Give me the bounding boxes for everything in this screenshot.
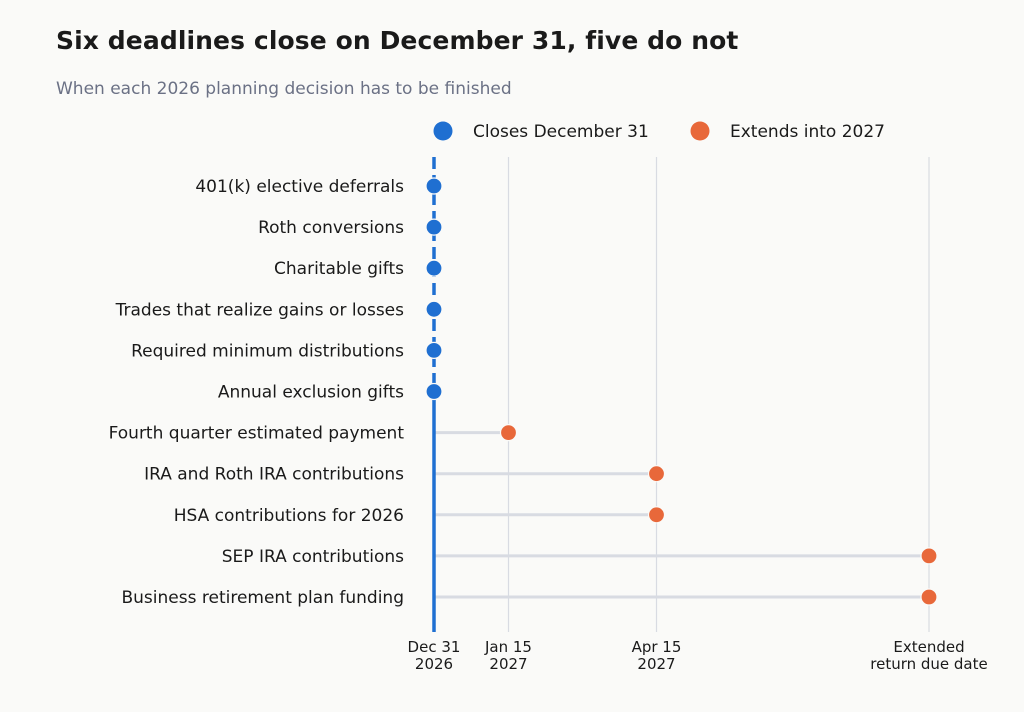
- x-tick-label: Extended: [893, 638, 964, 656]
- legend: Closes December 31 Extends into 2027: [433, 121, 885, 142]
- data-point: [647, 465, 666, 483]
- gridlines: [507, 157, 930, 632]
- chart-subtitle: When each 2026 planning decision has to …: [56, 79, 512, 99]
- row-label: Roth conversions: [258, 218, 404, 238]
- chart-title: Six deadlines close on December 31, five…: [56, 26, 739, 55]
- data-point: [425, 300, 443, 318]
- row-label: Business retirement plan funding: [122, 588, 405, 608]
- x-tick-label: Jan 15: [484, 638, 532, 656]
- row-label: Charitable gifts: [274, 259, 404, 279]
- data-point: [499, 424, 518, 442]
- legend-marker: [690, 121, 710, 141]
- legend-label: Closes December 31: [473, 122, 649, 142]
- row-label: Fourth quarter estimated payment: [109, 424, 405, 444]
- row-label: HSA contributions for 2026: [174, 506, 404, 526]
- legend-label: Extends into 2027: [730, 122, 885, 142]
- row-label: Annual exclusion gifts: [218, 383, 404, 403]
- connectors: [434, 431, 929, 599]
- row-label: Trades that realize gains or losses: [115, 300, 405, 320]
- data-point: [425, 341, 443, 359]
- data-point: [920, 588, 938, 606]
- x-tick-label: 2026: [415, 655, 453, 673]
- x-tick-label: 2027: [489, 655, 527, 673]
- row-labels: 401(k) elective deferrals Roth conversion…: [109, 177, 405, 608]
- data-point: [425, 177, 443, 195]
- x-tick-label: Apr 15: [632, 638, 682, 656]
- x-tick-label: Dec 31: [408, 638, 461, 656]
- data-point: [425, 259, 443, 277]
- x-tick-label: return due date: [870, 655, 987, 673]
- data-point: [920, 547, 938, 565]
- row-label: 401(k) elective deferrals: [195, 177, 404, 197]
- data-point: [647, 506, 666, 524]
- row-label: SEP IRA contributions: [222, 547, 404, 567]
- data-point: [425, 382, 443, 401]
- row-label: Required minimum distributions: [131, 341, 404, 361]
- data-point: [425, 218, 443, 236]
- row-label: IRA and Roth IRA contributions: [144, 465, 404, 485]
- legend-marker: [433, 121, 453, 141]
- points: [425, 177, 938, 606]
- x-tick-label: 2027: [637, 655, 675, 673]
